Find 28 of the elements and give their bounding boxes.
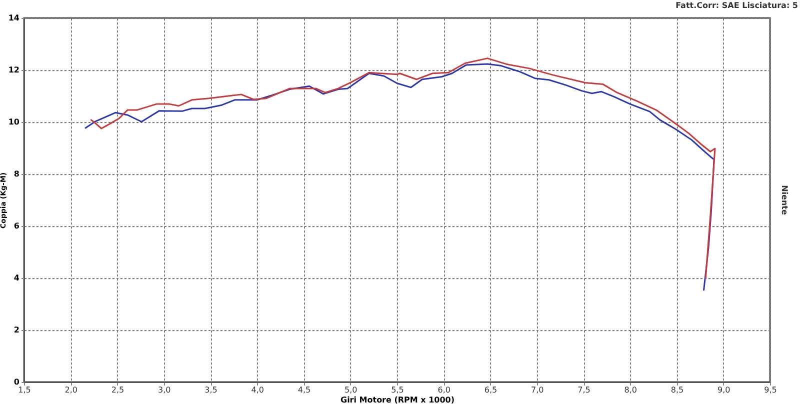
x-tick-label: 4,0: [251, 386, 264, 394]
y-tick-label: 8: [14, 170, 20, 178]
x-tick-label: 3,0: [158, 386, 171, 394]
x-tick-label: 8,0: [624, 386, 637, 394]
x-tick-label: 5,5: [391, 386, 404, 394]
y-tick-label: 12: [8, 66, 20, 74]
x-tick-label: 2,5: [111, 386, 124, 394]
y-tick-label: 14: [8, 14, 20, 22]
x-tick-label: 9,0: [718, 386, 730, 394]
y-tick-label: 0: [14, 378, 20, 386]
x-tick-label: 6,0: [438, 386, 450, 394]
x-tick-label: 7,5: [578, 386, 590, 394]
x-tick-label: 3,5: [204, 386, 218, 394]
y-tick-label: 6: [14, 222, 20, 230]
y-tick-label: 4: [14, 274, 20, 282]
x-tick-label: 7,0: [531, 386, 544, 394]
x-tick-label: 6,5: [484, 386, 498, 394]
x-tick-label: 5,0: [344, 386, 358, 394]
x-tick-label: 1,5: [18, 386, 31, 394]
text: Fatt.Corr: SAE Lisciatura: 5: [676, 1, 798, 10]
x-tick-label: 4,5: [298, 386, 311, 394]
y-tick-label: 2: [14, 326, 20, 334]
x-axis-title: Giri Motore (RPM x 1000): [340, 396, 455, 404]
y2-axis-title: Niente: [780, 185, 789, 216]
x-tick-label: 2,0: [64, 386, 78, 394]
y-tick-label: 10: [8, 118, 20, 126]
x-tick-label: 9,5: [764, 386, 777, 394]
x-tick-label: 8,5: [670, 386, 684, 394]
